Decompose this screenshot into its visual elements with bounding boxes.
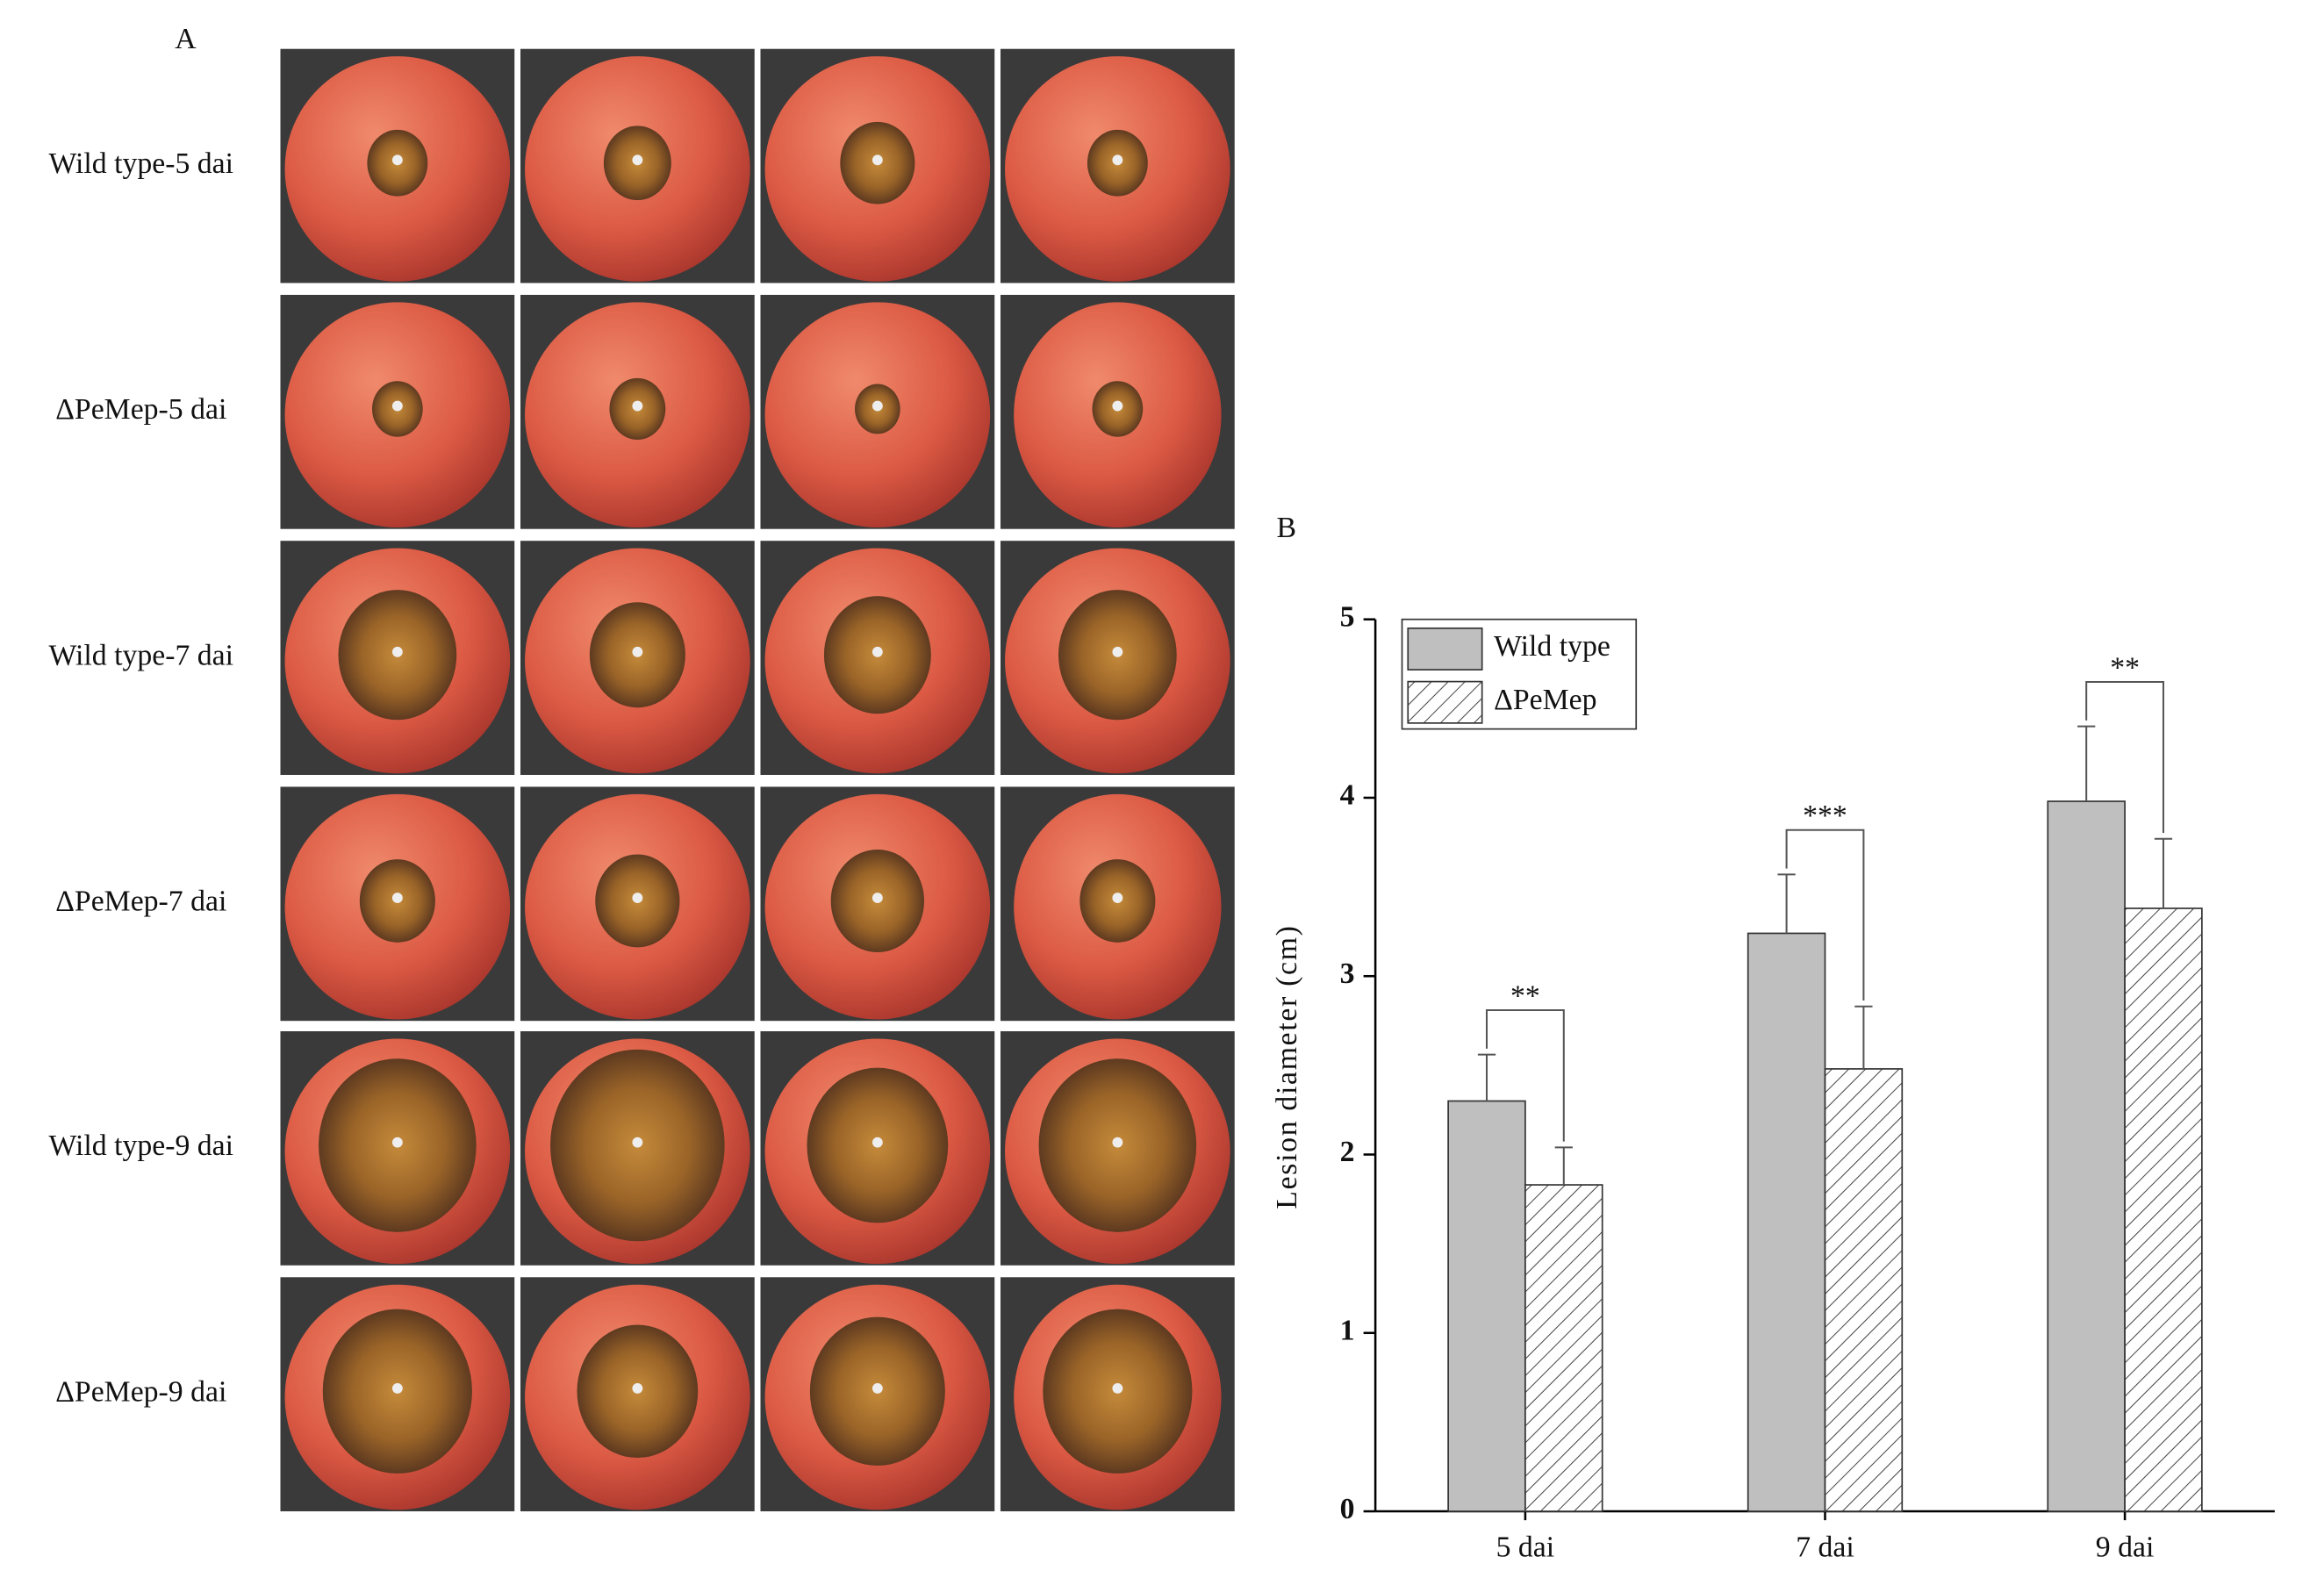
apple-photo	[280, 1031, 515, 1266]
row-label: ΔPeMep-7 dai	[55, 886, 226, 918]
apple-photo	[280, 48, 515, 283]
apple-photo	[280, 786, 515, 1022]
y-tick-label: 5	[1340, 600, 1355, 633]
bar	[1824, 1068, 1904, 1512]
inoculation-point	[872, 646, 883, 657]
error-bar	[2077, 725, 2096, 802]
inoculation-point	[872, 154, 883, 166]
apple-photo	[760, 786, 995, 1022]
inoculation-point	[872, 1137, 883, 1148]
inoculation-point	[391, 646, 403, 657]
row-label: ΔPeMep-9 dai	[55, 1375, 226, 1408]
y-tick-label: 2	[1340, 1136, 1355, 1168]
apple-photo	[1000, 48, 1235, 283]
apple-photo	[520, 786, 755, 1022]
apple-photo	[1000, 786, 1235, 1022]
significance-bracket	[1486, 1009, 1565, 1142]
y-tick-label: 1	[1340, 1315, 1355, 1347]
inoculation-point	[632, 646, 643, 657]
apple-photo	[280, 541, 515, 775]
panel-label: B	[1277, 512, 1297, 544]
apple-photo	[520, 48, 755, 283]
y-tick-label: 4	[1340, 779, 1355, 812]
panel-label: A	[175, 23, 197, 55]
inoculation-point	[1112, 400, 1123, 412]
apple-photo	[520, 541, 755, 775]
legend-swatch	[1407, 627, 1483, 671]
apple-photo	[520, 1277, 755, 1512]
apple-photo	[1000, 1277, 1235, 1512]
row-label: Wild type-7 dai	[49, 639, 233, 671]
apple-photo	[1000, 294, 1235, 529]
legend-swatch	[1407, 680, 1483, 724]
inoculation-point	[391, 400, 403, 412]
significance-label: ***	[1803, 800, 1847, 832]
inoculation-point	[632, 400, 643, 412]
apple-photo	[760, 294, 995, 529]
inoculation-point	[1112, 1382, 1123, 1394]
y-tick-label: 0	[1340, 1493, 1355, 1525]
significance-bracket	[2085, 680, 2164, 833]
inoculation-point	[1112, 154, 1123, 166]
y-axis-label: Lesion diameter (cm)	[1271, 924, 1303, 1209]
legend-label: Wild type	[1494, 630, 1610, 663]
row-label: Wild type-9 dai	[49, 1130, 233, 1162]
inoculation-point	[872, 1382, 883, 1394]
bar	[2124, 907, 2203, 1512]
error-bar	[1777, 873, 1796, 934]
apple-photo	[280, 1277, 515, 1512]
legend-label: ΔPeMep	[1494, 684, 1596, 716]
inoculation-point	[1112, 893, 1123, 903]
apple-photo	[760, 48, 995, 283]
significance-bracket	[1785, 828, 1865, 1001]
inoculation-point	[632, 1137, 643, 1148]
error-bar	[1554, 1146, 1573, 1186]
inoculation-point	[1112, 1137, 1123, 1148]
inoculation-point	[872, 400, 883, 412]
apple-photo	[280, 294, 515, 529]
bar	[2047, 800, 2126, 1512]
significance-label: **	[1510, 979, 1540, 1012]
error-bar	[1477, 1053, 1496, 1101]
x-tick-label: 5 dai	[1496, 1531, 1555, 1564]
apple-photo	[1000, 541, 1235, 775]
inoculation-point	[391, 1137, 403, 1148]
error-bar	[2154, 837, 2173, 908]
inoculation-point	[632, 1382, 643, 1394]
apple-photo	[1000, 1031, 1235, 1266]
bar	[1524, 1184, 1603, 1512]
bar	[1447, 1100, 1526, 1512]
error-bar	[1854, 1005, 1873, 1069]
apple-photo	[520, 1031, 755, 1266]
apple-photo	[760, 1277, 995, 1512]
inoculation-point	[632, 893, 643, 903]
inoculation-point	[872, 893, 883, 903]
row-label: ΔPeMep-5 dai	[55, 393, 226, 426]
inoculation-point	[391, 1382, 403, 1394]
significance-label: **	[2110, 651, 2140, 684]
x-tick-label: 7 dai	[1796, 1531, 1854, 1564]
y-tick-label: 3	[1340, 958, 1355, 990]
inoculation-point	[1112, 646, 1123, 657]
inoculation-point	[391, 154, 403, 166]
inoculation-point	[632, 154, 643, 166]
inoculation-point	[391, 893, 403, 903]
bar	[1747, 932, 1826, 1512]
x-tick-label: 9 dai	[2096, 1531, 2155, 1564]
apple-photo	[760, 1031, 995, 1266]
apple-photo	[520, 294, 755, 529]
row-label: Wild type-5 dai	[49, 147, 233, 180]
apple-photo	[760, 541, 995, 775]
